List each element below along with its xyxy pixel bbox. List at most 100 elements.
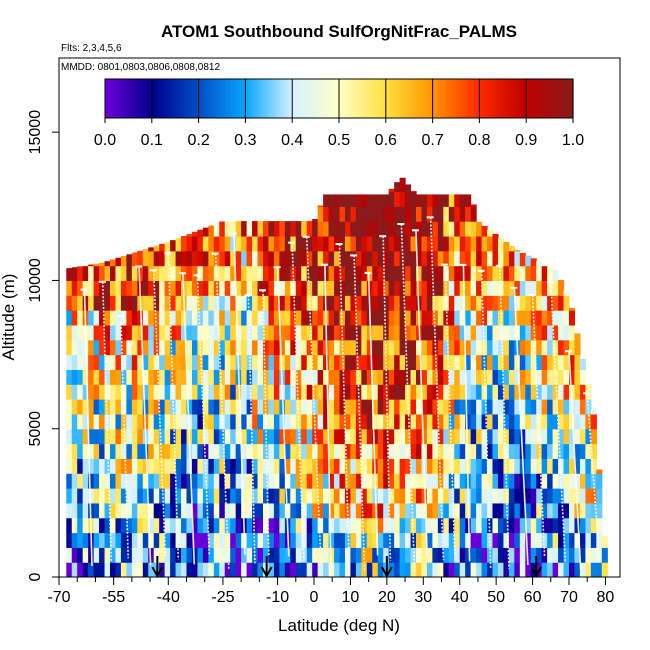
heatmap-cell [263, 443, 270, 459]
heatmap-cell [241, 250, 248, 267]
heatmap-cell [257, 354, 264, 370]
heatmap-cell [448, 488, 455, 504]
heatmap-cell [66, 502, 73, 519]
heatmap-cell [377, 547, 384, 563]
heatmap-cell [497, 354, 505, 370]
heatmap-cell [448, 310, 455, 326]
heatmap-cell [487, 324, 494, 341]
heatmap-cell [279, 443, 286, 459]
heatmap-cell [186, 473, 193, 489]
heatmap-cell [219, 310, 226, 326]
heatmap-cell [99, 280, 106, 296]
heatmap-cell [257, 532, 264, 548]
heatmap-cell [481, 250, 488, 267]
heatmap-cell [295, 280, 302, 296]
colorbar-tick-label: 0.0 [94, 132, 116, 149]
heatmap-cell [388, 517, 395, 534]
heatmap-cell [481, 517, 488, 534]
colorbar-segment [412, 79, 416, 118]
dates-label: MMDD: 0801,0803,0806,0808,0812 [61, 62, 220, 73]
heatmap-cell [306, 473, 313, 489]
heatmap-cell [131, 252, 138, 267]
heatmap-cell [503, 547, 510, 563]
heatmap-cell [197, 310, 204, 326]
heatmap-cell [372, 206, 379, 222]
heatmap-cell [164, 295, 171, 311]
heatmap-cell [361, 206, 368, 222]
heatmap-cell [536, 413, 543, 430]
plot-frame [58, 57, 621, 578]
heatmap-cell [295, 324, 302, 341]
heatmap-cell [394, 488, 401, 504]
heatmap-cell [547, 295, 554, 311]
heatmap-cell [246, 221, 253, 237]
flight-track [429, 217, 445, 560]
heatmap-cell [126, 532, 133, 548]
heatmap-cell [170, 562, 177, 577]
heatmap-cell [437, 517, 444, 534]
heatmap-cell [339, 443, 346, 459]
heatmap-cell [197, 384, 204, 400]
heatmap-cell [71, 532, 78, 548]
heatmap-cell [558, 369, 565, 385]
colorbar-segment [163, 79, 168, 118]
heatmap-cell [334, 354, 341, 370]
heatmap-cell [421, 399, 428, 415]
heatmap-cell [514, 443, 521, 459]
heatmap-cell [142, 324, 149, 341]
heatmap-cell [126, 443, 133, 459]
heatmap-cell [93, 399, 100, 415]
heatmap-cell [465, 324, 472, 341]
heatmap-cell [235, 473, 242, 489]
heatmap-cell [328, 295, 335, 311]
heatmap-cell [175, 488, 182, 504]
heatmap-cell [268, 532, 275, 548]
colorbar-segment [461, 79, 466, 118]
heatmap-cell [448, 295, 455, 311]
colorbar-segment [529, 79, 533, 118]
heatmap-cell [268, 488, 275, 504]
colorbar-segment [499, 79, 504, 118]
heatmap-cell [224, 324, 231, 341]
colorbar-segment [116, 79, 121, 118]
heatmap-cell [142, 399, 149, 415]
heatmap-cell [459, 324, 466, 341]
heatmap-cell [99, 339, 106, 356]
heatmap-cell [159, 295, 166, 311]
heatmap-cell [306, 339, 313, 356]
heatmap-cell [317, 458, 324, 474]
colorbar-segment [324, 79, 328, 118]
heatmap-cell [394, 443, 401, 459]
heatmap-cell [416, 517, 423, 534]
heatmap-cell [290, 221, 297, 237]
colorbar-segment [570, 79, 574, 118]
heatmap-cell [208, 310, 215, 326]
heatmap-cell [421, 369, 428, 385]
heatmap-cell [470, 280, 477, 296]
heatmap-cell [224, 295, 231, 311]
heatmap-cell [410, 384, 417, 400]
heatmap-cell [476, 532, 483, 548]
heatmap-cell [487, 250, 494, 267]
heatmap-cell [66, 547, 73, 563]
heatmap-cell [235, 221, 242, 237]
date-markers [151, 556, 543, 579]
heatmap-cell [186, 384, 193, 400]
heatmap-cell [355, 488, 362, 504]
heatmap-cell [465, 295, 472, 311]
heatmap-cell [235, 310, 242, 326]
heatmap-cell [323, 532, 330, 548]
heatmap-cell [536, 369, 543, 385]
heatmap-cell [230, 428, 237, 445]
heatmap-cell [426, 458, 433, 474]
colorbar-segment [292, 79, 296, 118]
heatmap-cell [77, 354, 84, 370]
colorbar-segment [426, 79, 431, 118]
heatmap-cell [317, 339, 324, 356]
heatmap-cell [459, 488, 466, 504]
heatmap-cell [590, 428, 597, 445]
heatmap-cell [448, 369, 455, 385]
heatmap-cell [405, 399, 412, 415]
heatmap-cell [186, 339, 193, 356]
heatmap-cell [159, 562, 166, 577]
